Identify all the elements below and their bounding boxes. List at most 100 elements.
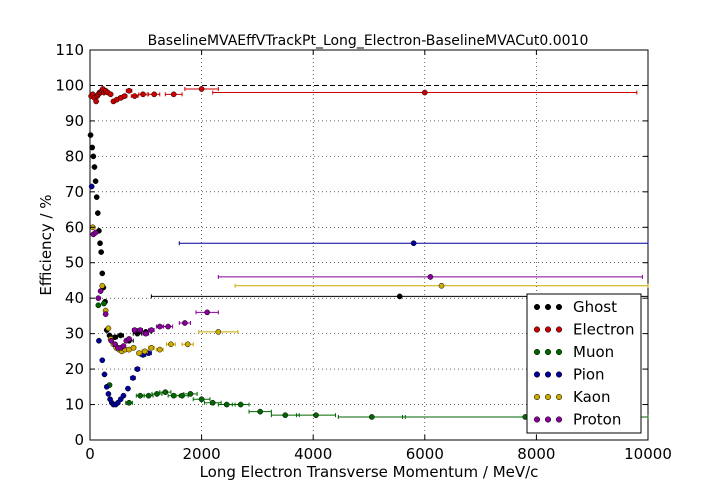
legend-marker-electron — [544, 326, 552, 333]
electron-point — [107, 91, 114, 98]
proton-point — [97, 288, 104, 294]
proton-point — [126, 336, 132, 342]
proton-point — [148, 327, 155, 333]
muon-point — [187, 391, 194, 397]
electron-point — [131, 93, 138, 99]
legend-item-muon: Muon — [533, 343, 614, 361]
legend-marker-pion — [533, 371, 541, 378]
x-tick-label: 10000 — [624, 445, 672, 463]
x-axis-ticks: 0 2000 4000 6000 8000 10000 — [85, 50, 672, 463]
legend-marker-electron — [533, 326, 541, 333]
x-tick-label: 0 — [85, 445, 95, 463]
muon-point — [137, 392, 144, 399]
x-tick-label: 4000 — [294, 445, 332, 463]
x-tick-label: 8000 — [517, 445, 555, 463]
kaon-point — [136, 350, 142, 356]
ghost-point — [396, 293, 403, 300]
muon-point — [237, 401, 244, 408]
electron-point — [170, 91, 177, 98]
pion-point — [410, 240, 417, 247]
ghost-point — [87, 132, 94, 138]
legend-marker-ghost — [544, 303, 552, 311]
pion-point — [96, 337, 102, 344]
ghost-point — [99, 270, 106, 277]
kaon-point — [168, 341, 174, 348]
y-tick-label: 30 — [65, 325, 84, 343]
legend-item-pion: Pion — [533, 366, 605, 384]
ghost-point — [97, 240, 103, 247]
kaon-point — [148, 344, 155, 351]
pion-point — [105, 391, 112, 397]
legend-marker-muon — [555, 348, 563, 356]
muon-point — [154, 391, 160, 397]
muon-point — [198, 396, 205, 403]
legend-marker-proton — [533, 416, 541, 423]
legend-marker-kaon — [555, 393, 563, 401]
muon-point — [368, 414, 375, 420]
ghost-point — [91, 164, 98, 170]
pion-point — [99, 357, 106, 364]
legend-item-kaon: Kaon — [533, 388, 610, 406]
ghost-point — [93, 194, 100, 200]
plot-area: 0 2000 4000 6000 8000 10000 0 10 20 30 40 50 60 70 80… — [55, 41, 672, 463]
legend-label-muon: Muon — [573, 343, 614, 361]
kaon-point — [438, 282, 445, 289]
ghost-point — [117, 332, 124, 339]
kaon-point — [105, 325, 112, 332]
muon-point — [95, 302, 102, 309]
ghost-point — [92, 178, 99, 185]
y-tick-label: 40 — [65, 289, 84, 307]
x-axis-label: Long Electron Transverse Momentum / MeV/… — [200, 463, 539, 481]
pion-point — [125, 385, 131, 392]
series-pion — [88, 183, 649, 408]
y-tick-label: 110 — [55, 41, 84, 59]
pion-point — [130, 375, 136, 381]
y-axis-ticks: 0 10 20 30 40 50 60 70 80 90 100 110 — [55, 41, 648, 449]
legend-marker-ghost — [533, 303, 541, 311]
legend-marker-electron — [555, 326, 563, 333]
kaon-point — [215, 329, 222, 335]
x-tick-label: 2000 — [183, 445, 221, 463]
kaon-point — [156, 346, 163, 353]
legend-label-kaon: Kaon — [573, 388, 610, 406]
kaon-point — [99, 282, 106, 289]
kaon-point — [130, 344, 137, 351]
legend-item-proton: Proton — [533, 411, 621, 429]
y-axis-label: Efficiency / % — [37, 194, 55, 295]
muon-point — [282, 412, 289, 419]
proton-point — [165, 323, 171, 330]
muon-point — [126, 399, 132, 406]
electron-point — [93, 98, 99, 105]
legend-label-ghost: Ghost — [573, 298, 617, 316]
pion-point — [101, 371, 108, 378]
muon-point — [101, 300, 107, 307]
legend-item-ghost: Ghost — [533, 298, 617, 316]
legend-marker-pion — [544, 371, 552, 378]
y-tick-label: 0 — [74, 431, 84, 449]
proton-point — [156, 323, 163, 330]
series-proton — [90, 229, 643, 351]
legend-marker-muon — [544, 348, 552, 356]
y-tick-label: 20 — [65, 360, 84, 378]
series-kaon — [89, 224, 649, 356]
electron-point — [140, 91, 146, 98]
legend-marker-kaon — [533, 393, 541, 401]
proton-point — [182, 320, 188, 326]
muon-point — [209, 399, 216, 406]
series-layer — [87, 86, 649, 420]
legend-label-pion: Pion — [573, 366, 605, 384]
legend-items: Ghost Electron Muon Pion Kaon Proton — [533, 298, 635, 429]
y-tick-label: 50 — [65, 254, 84, 272]
proton-point — [131, 327, 138, 333]
electron-point — [421, 89, 428, 96]
ghost-point — [94, 210, 101, 216]
y-tick-label: 10 — [65, 396, 84, 414]
proton-point — [137, 327, 144, 333]
series-electron — [88, 86, 638, 105]
y-tick-label: 70 — [65, 183, 84, 201]
legend-marker-pion — [555, 371, 563, 378]
ghost-point — [98, 249, 105, 255]
y-tick-label: 60 — [65, 218, 84, 236]
muon-point — [162, 389, 169, 395]
